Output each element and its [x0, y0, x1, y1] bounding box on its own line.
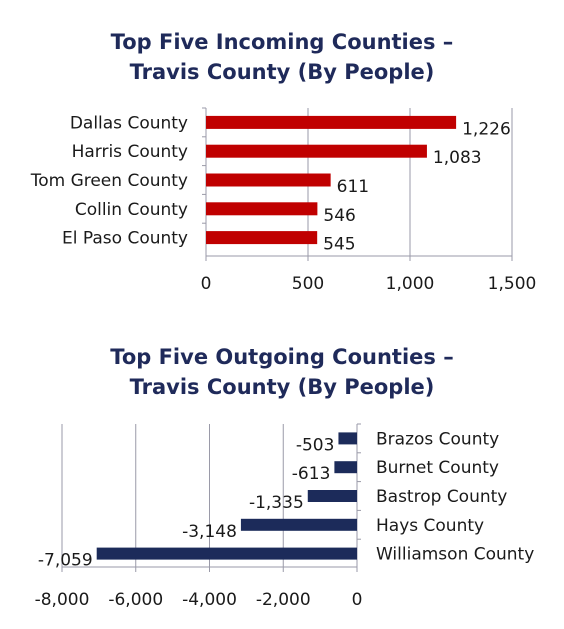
- outgoing-title-line2: Travis County (By People): [129, 375, 435, 399]
- outgoing-bar: [307, 490, 357, 502]
- incoming-bar: [206, 231, 318, 245]
- incoming-category-label: El Paso County: [62, 229, 188, 249]
- incoming-bar: [206, 173, 331, 187]
- outgoing-data-label: -613: [292, 464, 331, 484]
- incoming-x-tick-label: 0: [201, 274, 212, 294]
- incoming-title-line1: Top Five Incoming Counties –: [110, 30, 454, 54]
- outgoing-data-label: -1,335: [249, 493, 304, 513]
- incoming-category-label: Dallas County: [70, 113, 188, 133]
- outgoing-data-label: -503: [296, 435, 335, 455]
- incoming-category-label: Tom Green County: [30, 171, 188, 191]
- incoming-data-label: 1,226: [462, 119, 511, 139]
- outgoing-x-tick-label: 0: [352, 590, 363, 610]
- outgoing-x-tick-label: -6,000: [108, 590, 163, 610]
- outgoing-category-label: Bastrop County: [376, 487, 507, 507]
- outgoing-category-label: Brazos County: [376, 429, 499, 449]
- outgoing-x-tick-label: -8,000: [35, 590, 90, 610]
- incoming-data-label: 1,083: [433, 148, 482, 168]
- incoming-category-label: Collin County: [75, 200, 188, 220]
- incoming-x-tick-label: 500: [292, 274, 324, 294]
- incoming-bar: [206, 202, 318, 216]
- incoming-bar: [206, 144, 427, 158]
- outgoing-bar: [338, 432, 357, 445]
- outgoing-x-tick-label: -4,000: [182, 590, 237, 610]
- incoming-bar: [206, 115, 457, 129]
- incoming-chart-title: Top Five Incoming Counties – Travis Coun…: [0, 27, 564, 87]
- incoming-x-tick-label: 1,500: [488, 274, 537, 294]
- outgoing-chart-title: Top Five Outgoing Counties – Travis Coun…: [0, 342, 564, 402]
- outgoing-category-label: Williamson County: [376, 545, 534, 565]
- incoming-x-tick-label: 1,000: [386, 274, 435, 294]
- outgoing-data-label: -7,059: [38, 551, 93, 571]
- incoming-title-line2: Travis County (By People): [129, 60, 435, 84]
- outgoing-data-label: -3,148: [182, 522, 237, 542]
- incoming-data-label: 611: [337, 177, 369, 197]
- incoming-data-label: 546: [323, 206, 355, 226]
- outgoing-category-label: Burnet County: [376, 458, 499, 478]
- outgoing-bar: [240, 518, 357, 531]
- incoming-data-label: 545: [323, 235, 355, 255]
- outgoing-category-label: Hays County: [376, 516, 484, 536]
- outgoing-bar: [334, 461, 357, 474]
- outgoing-bar: [96, 547, 357, 560]
- outgoing-x-tick-label: -2,000: [256, 590, 311, 610]
- outgoing-title-line1: Top Five Outgoing Counties –: [110, 345, 454, 369]
- incoming-category-label: Harris County: [72, 142, 188, 162]
